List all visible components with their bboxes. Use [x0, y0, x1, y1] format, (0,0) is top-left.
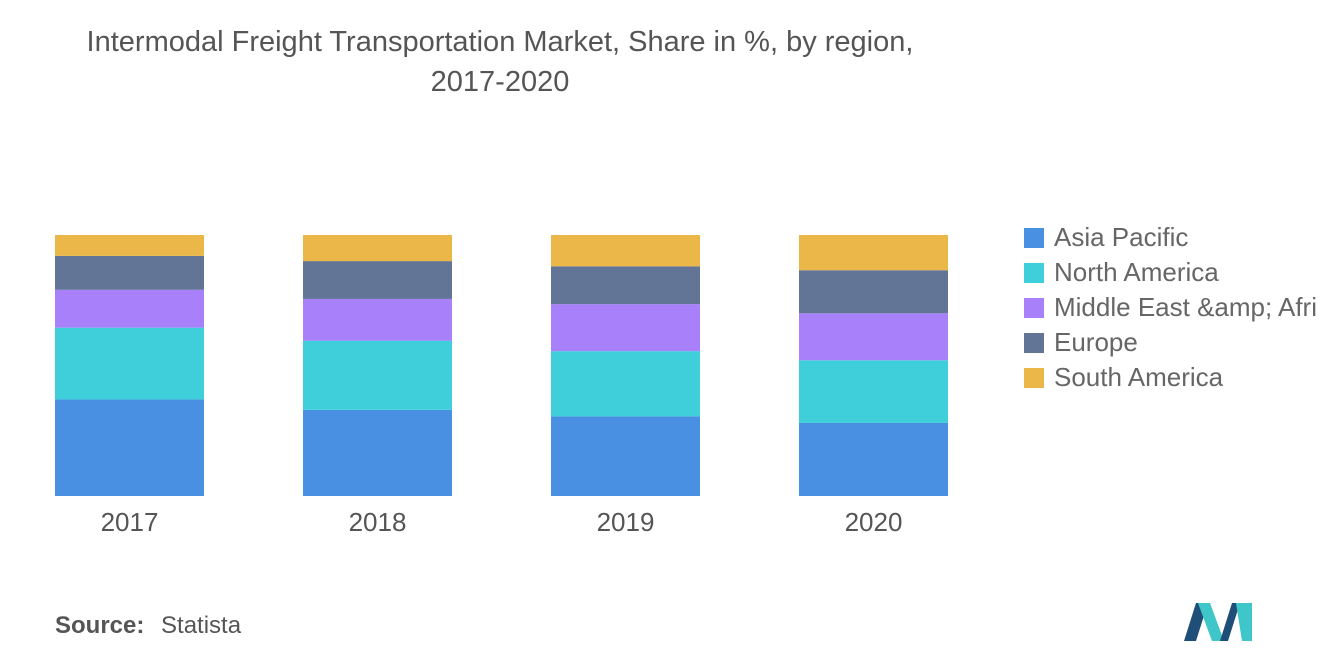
legend-item-4: South America	[1024, 360, 1317, 395]
legend-swatch	[1024, 332, 1044, 353]
bar-segment-2018-1	[303, 340, 452, 410]
bar-segment-2019-2	[551, 304, 700, 352]
legend-swatch	[1024, 297, 1044, 318]
bar-segment-2020-0	[799, 422, 948, 496]
bar-segment-2019-4	[551, 235, 700, 267]
bar-segment-2020-3	[799, 270, 948, 314]
bar-segment-2017-1	[55, 327, 204, 400]
x-tick-label-2017: 2017	[101, 507, 159, 537]
chart-legend: Asia Pacific North America Middle East &am…	[1024, 220, 1317, 395]
bar-segment-2018-4	[303, 235, 452, 262]
legend-label: Europe	[1054, 327, 1138, 357]
source-label: Source:	[55, 612, 145, 639]
legend-item-3: Europe	[1024, 325, 1317, 360]
legend-label: North America	[1054, 257, 1219, 287]
bar-segment-2019-3	[551, 266, 700, 305]
bar-segment-2018-3	[303, 261, 452, 299]
bar-segment-2020-2	[799, 313, 948, 361]
bar-segment-2017-3	[55, 255, 204, 290]
legend-label: Asia Pacific	[1054, 222, 1189, 252]
bar-segment-2019-0	[551, 416, 700, 496]
source-note: Source: Statista	[55, 612, 241, 640]
chart-title-line-2: 2017-2020	[430, 66, 570, 98]
mordor-intelligence-logo-icon	[1184, 603, 1252, 641]
legend-item-0: Asia Pacific	[1024, 220, 1317, 255]
legend-item-1: North America	[1024, 255, 1317, 290]
bar-segment-2019-1	[551, 351, 700, 417]
legend-swatch	[1024, 367, 1044, 388]
legend-item-2: Middle East &amp; Afri	[1024, 290, 1317, 325]
x-tick-label-2019: 2019	[597, 507, 655, 537]
bar-segment-2017-4	[55, 235, 204, 256]
legend-swatch	[1024, 262, 1044, 283]
stacked-bar-chart: 2017 2018 2019 2020	[55, 235, 948, 537]
bar-segment-2017-0	[55, 399, 204, 496]
source-value: Statista	[161, 612, 242, 639]
legend-swatch	[1024, 227, 1044, 248]
bar-segment-2018-2	[303, 298, 452, 341]
bar-segment-2020-4	[799, 235, 948, 271]
bar-segment-2017-2	[55, 289, 204, 328]
legend-label: Middle East &amp; Afri	[1054, 292, 1317, 322]
bar-segment-2020-1	[799, 360, 948, 423]
bar-segment-2018-0	[303, 409, 452, 496]
chart-title: Intermodal Freight Transportation Market…	[20, 22, 980, 102]
x-tick-label-2018: 2018	[349, 507, 407, 537]
legend-label: South America	[1054, 362, 1224, 392]
chart-title-line-1: Intermodal Freight Transportation Market…	[86, 26, 914, 58]
x-tick-label-2020: 2020	[845, 507, 903, 537]
